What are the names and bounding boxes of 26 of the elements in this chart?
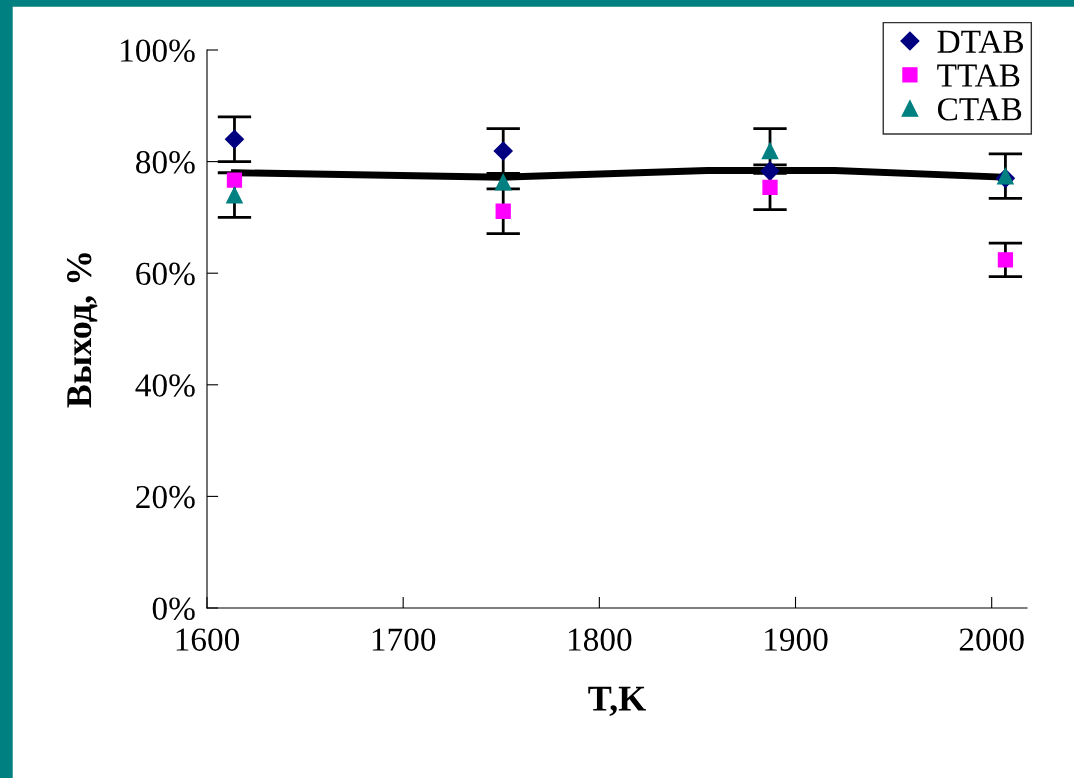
x-tick-label: 1600 xyxy=(176,628,240,651)
point xyxy=(226,186,243,204)
point xyxy=(493,141,513,161)
legend-label: DTAB xyxy=(937,30,1024,53)
y-tick-label: 20% xyxy=(136,485,195,509)
point xyxy=(494,173,512,191)
y-tick-label: 0% xyxy=(152,597,195,620)
y-axis-title: Выход, % xyxy=(66,253,98,408)
x-tick-label: 2000 xyxy=(959,628,1024,651)
x-tick-label: 1900 xyxy=(765,628,828,651)
point xyxy=(762,179,778,195)
legend-label: CTAB xyxy=(937,98,1022,121)
x-axis-title: T,K xyxy=(588,686,646,717)
y-tick-label: 80% xyxy=(136,151,195,174)
legend-label: TTAB xyxy=(937,64,1020,87)
x-tick-label: 1800 xyxy=(568,628,632,651)
y-tick-label: 60% xyxy=(136,262,195,286)
x-tick-label: 1700 xyxy=(372,628,436,651)
point xyxy=(495,203,511,219)
y-tick-label: 100% xyxy=(121,39,195,62)
y-tick-label: 40% xyxy=(135,374,195,397)
point xyxy=(226,172,243,188)
point xyxy=(997,252,1014,268)
point xyxy=(761,142,779,160)
point xyxy=(224,129,244,149)
point xyxy=(760,161,780,181)
